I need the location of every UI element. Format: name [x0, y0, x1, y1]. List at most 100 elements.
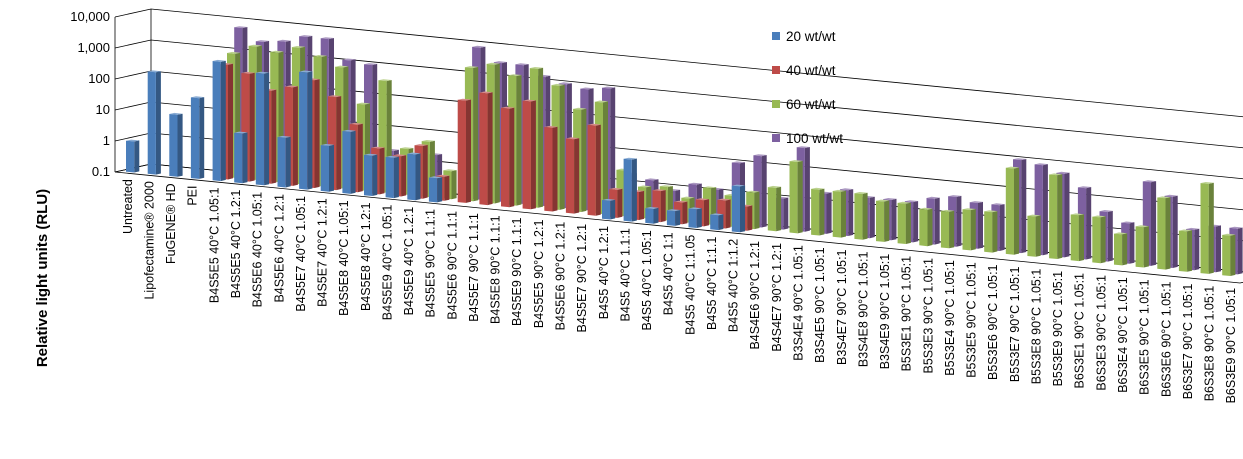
x-tick-label: B6S3E9 90°C 1.05:1	[1224, 288, 1238, 404]
bar	[190, 96, 205, 179]
x-tick-label: B4S5E8 40°C 1.05:1	[337, 200, 351, 316]
x-tick-label: B6S3E8 90°C 1.05:1	[1203, 286, 1217, 402]
x-tick-label: B4S5E6 40°C 1.05:1	[251, 192, 265, 308]
bar	[854, 192, 868, 240]
bar	[320, 144, 334, 192]
y-tick-label: 1	[103, 133, 110, 148]
bar	[1027, 214, 1041, 257]
legend-label: 40 wt/wt	[786, 63, 836, 78]
x-tick-label: B4S5E6 40°C 1.2:1	[272, 194, 286, 303]
x-tick-label: B3S4E5 90°C 1.05:1	[813, 247, 827, 363]
bar	[299, 70, 313, 190]
x-tick-label: B4S4E7 90°C 1.2:1	[770, 243, 784, 352]
bar	[255, 71, 270, 186]
bar	[212, 59, 226, 182]
bar	[407, 152, 421, 201]
bar	[897, 201, 911, 244]
x-tick-label: B4S5 40°C 1.1:1	[618, 228, 632, 321]
bar	[1114, 232, 1128, 266]
bar	[169, 112, 183, 177]
bar	[962, 208, 976, 251]
x-tick-label: B3S4E9 90°C 1.05:1	[878, 254, 892, 370]
bar	[147, 70, 161, 175]
bar	[876, 199, 890, 242]
x-tick-label: PEI	[186, 186, 200, 206]
bar	[544, 125, 558, 212]
x-tick-label: B4S4E6 90°C 1.2:1	[748, 241, 762, 350]
x-tick-label: B6S3E1 90°C 1.05:1	[1073, 273, 1087, 389]
bar	[1070, 213, 1084, 262]
bar	[1049, 173, 1063, 259]
bar	[385, 155, 399, 199]
y-tick-label: 1,000	[77, 40, 110, 55]
x-tick-label: B5S3E3 90°C 1.05:1	[921, 258, 935, 374]
x-tick-label: B4S5E5 40°C 1.05:1	[207, 188, 221, 304]
x-tick-label: B4S5E7 90°C 1.2:1	[575, 224, 589, 333]
bar	[234, 131, 248, 184]
bar	[940, 209, 955, 249]
x-tick-label: B3S4E4 90°C 1.05:1	[792, 245, 806, 361]
bar	[479, 91, 493, 206]
bar	[645, 207, 659, 224]
bar	[587, 123, 601, 216]
legend-label: 20 wt/wt	[786, 29, 836, 44]
x-tick-label: B5S3E6 90°C 1.05:1	[986, 264, 1000, 380]
legend-swatch	[772, 66, 780, 74]
x-tick-label: B4S5E5 40°C 1.2:1	[229, 190, 243, 299]
bar	[342, 129, 356, 194]
bar	[767, 185, 782, 232]
bar	[919, 207, 933, 247]
x-tick-label: B6S3E7 90°C 1.05:1	[1181, 284, 1195, 400]
bar	[832, 189, 846, 238]
bar	[277, 135, 291, 188]
x-tick-label: B3S4E8 90°C 1.05:1	[856, 252, 870, 368]
bar	[666, 209, 681, 226]
bars-layer	[126, 26, 1243, 276]
y-tick-label: 10,000	[70, 9, 110, 24]
y-tick-label: 100	[88, 71, 110, 86]
y-tick-label: 0.1	[92, 164, 110, 179]
bar	[1135, 225, 1149, 268]
x-tick-label: B4S5E9 90°C 1.1:1	[510, 217, 524, 326]
bar	[602, 198, 616, 220]
x-tick-label: B4S5E8 90°C 1.1:1	[489, 215, 503, 324]
x-tick-label: B4S5E6 90°C 1.2:1	[554, 222, 568, 331]
legend: 20 wt/wt 40 wt/wt 60 wt/wt 100 wt/wt	[772, 29, 843, 146]
x-tick-label: Untreated	[121, 179, 135, 234]
bar	[688, 207, 702, 228]
bar	[1200, 182, 1214, 274]
legend-swatch	[772, 32, 780, 40]
bar	[1178, 229, 1193, 272]
legend-swatch	[772, 100, 780, 108]
x-tick-label: B4S5 40°C 1:1.2	[727, 239, 741, 332]
bar	[1157, 196, 1171, 270]
x-tick-label: Lipofectamine® 2000	[143, 181, 157, 299]
x-tick-label: B4S5E7 40°C 1.05:1	[294, 196, 308, 312]
bar	[501, 106, 515, 208]
bar	[126, 139, 140, 173]
labels-layer: 0.1 1 10 100 1,000 10,000 Untreated Lipofectami…	[70, 9, 1238, 403]
bar	[457, 98, 471, 203]
x-tick-label: B4S5E6 90°C 1.1:1	[445, 211, 459, 320]
x-tick-label: B5S3E5 90°C 1.05:1	[965, 262, 979, 378]
x-tick-label: B4S5 40°C 1.05:1	[640, 230, 654, 330]
y-tick-label: 10	[96, 102, 110, 117]
x-tick-label: B5S3E9 90°C 1.05:1	[1051, 271, 1065, 387]
x-tick-label: B5S3E1 90°C 1.05:1	[900, 256, 914, 372]
x-tick-label: B4S5 40°C 1:1.1	[705, 237, 719, 330]
x-tick-label: B5S3E4 90°C 1.05:1	[943, 260, 957, 376]
legend-label: 100 wt/wt	[786, 131, 843, 146]
bar	[1092, 215, 1106, 264]
x-tick-label: B3S4E7 90°C 1.05:1	[835, 249, 849, 365]
bar	[1005, 166, 1020, 255]
bar	[710, 213, 724, 231]
x-tick-label: B6S3E5 90°C 1.05:1	[1138, 279, 1152, 395]
x-tick-label: B4S5E5 90°C 1.1:1	[424, 209, 438, 318]
bar	[623, 157, 637, 222]
bar	[522, 99, 536, 210]
y-axis-label: Relative light units (RLU)	[34, 189, 51, 367]
x-tick-label: B4S5 40°C 1:1	[662, 232, 676, 315]
x-tick-label: B6S3E6 90°C 1.05:1	[1159, 281, 1173, 397]
bar	[428, 176, 443, 203]
